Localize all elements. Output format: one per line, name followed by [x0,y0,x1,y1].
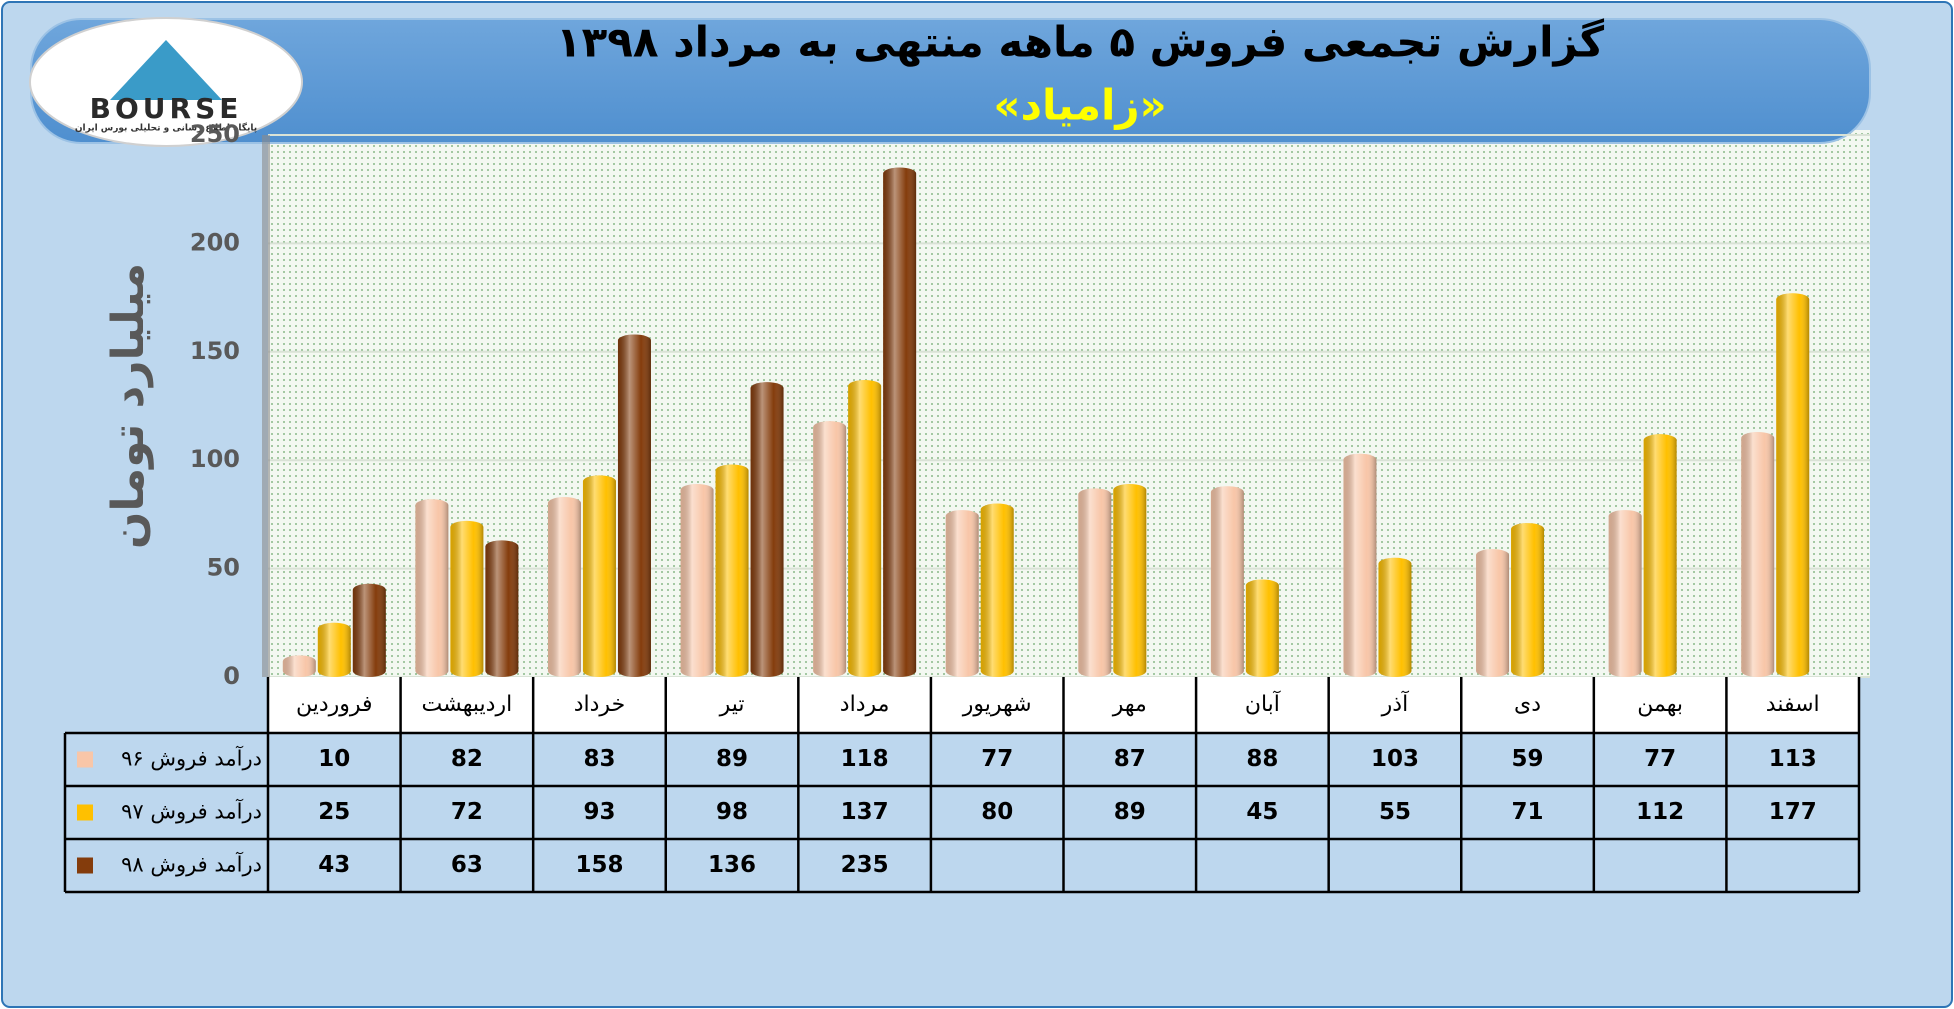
data-label: 25 [318,799,350,825]
bar-shine [1378,557,1412,677]
bar-shine [1476,549,1510,677]
logo-mark [110,40,222,100]
bar-shine [883,167,917,677]
bar-shine [1608,510,1642,677]
data-label: 80 [981,799,1013,825]
logo-tagline: پایگاه اطلاع رسانی و تحلیلی بورس ایران [75,122,257,134]
bar-shine [1741,432,1775,677]
bar-shine [485,540,519,677]
data-label: 136 [708,852,756,878]
legend-label: درآمد فروش ۹۸ [121,852,262,877]
bar-shine [547,497,581,677]
data-label: 235 [841,852,889,878]
x-tick-label: اسفند [1766,692,1820,717]
data-label: 43 [318,852,350,878]
data-label: 98 [716,799,748,825]
legend-swatch [77,804,93,821]
data-label: 72 [451,799,483,825]
bar-shine [1643,434,1677,677]
chart-subtitle: «زامیاد» [993,81,1166,130]
data-label: 93 [583,799,615,825]
bar-shine [945,510,979,677]
bar-shine [1343,453,1377,677]
x-tick-label: مرداد [840,692,890,717]
x-tick-label: دی [1514,692,1541,717]
data-label: 87 [1114,746,1146,772]
x-tick-label: خرداد [574,692,625,717]
x-tick-label: آذر [1381,690,1409,717]
data-label: 137 [841,799,889,825]
data-label: 177 [1769,799,1817,825]
y-tick-label: 0 [223,662,240,690]
data-label: 10 [318,746,350,772]
data-label: 83 [583,746,615,772]
logo: BOURSE پایگاه اطلاع رسانی و تحلیلی بورس … [29,17,303,147]
x-tick-label: بهمن [1637,692,1683,717]
y-tick-label: 200 [190,228,240,256]
y-tick-label: 50 [207,554,240,582]
bar-shine [813,421,847,677]
bar-shine [715,464,749,677]
bar-shine [617,334,651,677]
bar-shine [450,520,484,677]
data-label: 59 [1512,746,1544,772]
bar-shine [1245,579,1279,677]
bar-shine [1210,486,1244,677]
bar-shine [680,484,714,677]
y-tick-label: 150 [190,337,240,365]
x-tick-label: اردیبهشت [422,692,513,717]
data-label: 158 [575,852,623,878]
y-axis-label: میلیارد تومان [103,263,154,549]
data-label: 77 [981,746,1013,772]
y-axis-wall [262,135,270,677]
bar-shine [750,382,784,677]
x-tick-label: فروردین [296,692,373,717]
data-label: 113 [1769,746,1817,772]
legend-swatch [77,751,93,768]
data-label: 55 [1379,799,1411,825]
bar-shine [848,379,882,677]
bar-shine [980,503,1014,677]
data-label: 88 [1246,746,1278,772]
bar-shine [1776,293,1810,677]
bar-shine [415,499,449,677]
legend-label: درآمد فروش ۹۶ [121,746,262,771]
data-label: 89 [716,746,748,772]
x-tick-label: مهر [1112,692,1147,717]
data-label: 89 [1114,799,1146,825]
data-label: 118 [841,746,889,772]
data-label: 45 [1246,799,1278,825]
data-label: 82 [451,746,483,772]
x-tick-label: تیر [719,692,745,717]
data-label: 63 [451,852,483,878]
x-tick-label: آبان [1245,690,1281,717]
y-tick-label: 250 [190,120,240,148]
legend-swatch [77,857,93,874]
bar-shine [1113,484,1147,677]
x-tick-label: شهریور [962,692,1032,717]
bar-shine [317,622,351,677]
bar-shine [1511,523,1545,677]
chart-title: گزارش تجمعی فروش ۵ ماهه منتهی به مرداد ۱… [556,18,1605,68]
logo-name: BOURSE [90,92,243,125]
data-label: 112 [1636,799,1684,825]
bar-shine [582,475,616,677]
y-tick-label: 100 [190,445,240,473]
data-label: 71 [1512,799,1544,825]
bar-shine [352,583,386,677]
bar-shine [1078,488,1112,677]
data-label: 77 [1644,746,1676,772]
data-label: 103 [1371,746,1419,772]
bar-shine [282,655,316,677]
plot-area [268,130,1870,677]
legend-label: درآمد فروش ۹۷ [121,799,262,824]
